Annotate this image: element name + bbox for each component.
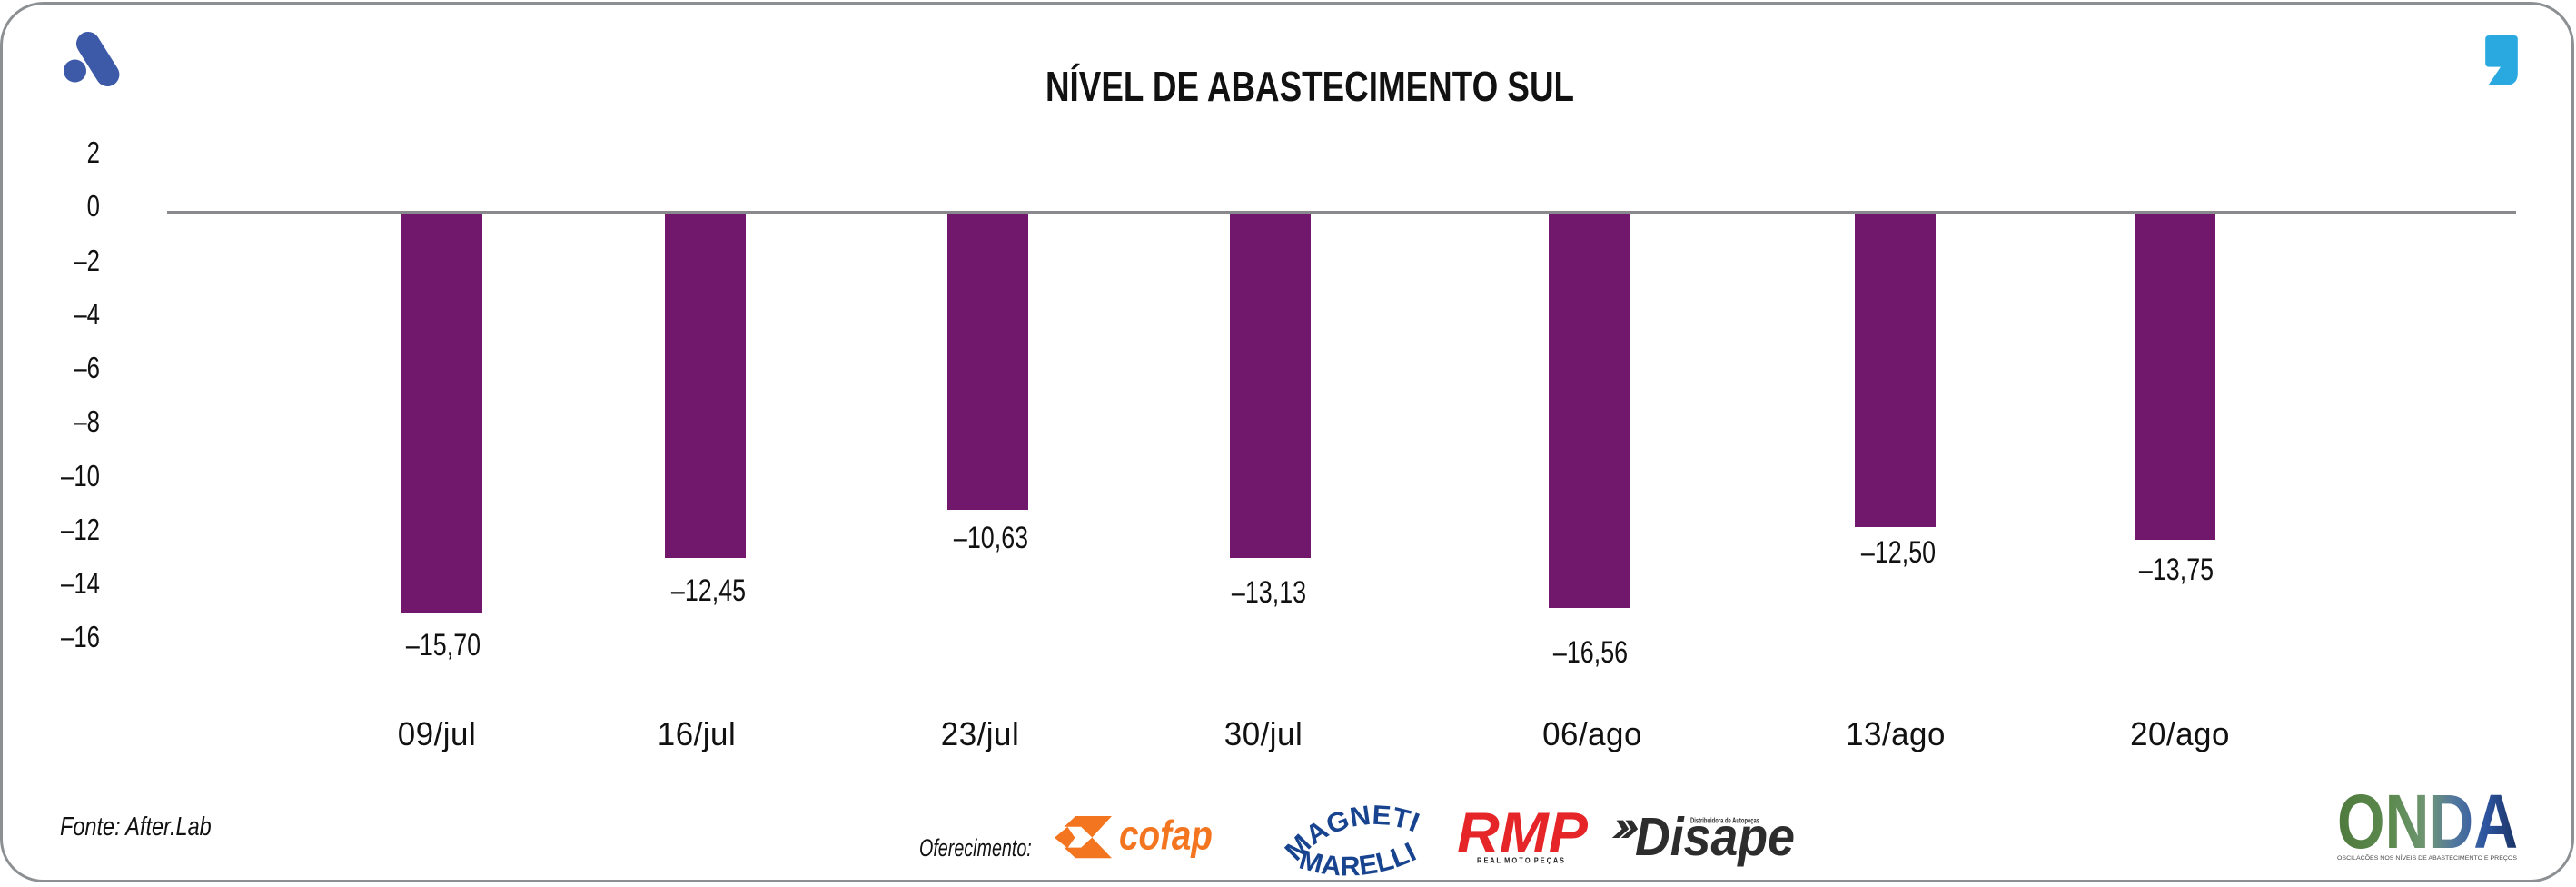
svg-text:RMP: RMP <box>1457 807 1589 865</box>
svg-text:OSCILAÇÕES NOS NÍVEIS DE ABAST: OSCILAÇÕES NOS NÍVEIS DE ABASTECIMENTO E… <box>2337 853 2517 862</box>
svg-text:Disape: Disape <box>1635 807 1795 867</box>
svg-text:Distribuidora de Autopeças: Distribuidora de Autopeças <box>1690 817 1759 825</box>
svg-text:R E A L M O T O P E Ç A S: R E A L M O T O P E Ç A S <box>1477 856 1564 865</box>
svg-text:cofap: cofap <box>1119 816 1213 859</box>
svg-text:ONDA: ONDA <box>2337 787 2518 864</box>
